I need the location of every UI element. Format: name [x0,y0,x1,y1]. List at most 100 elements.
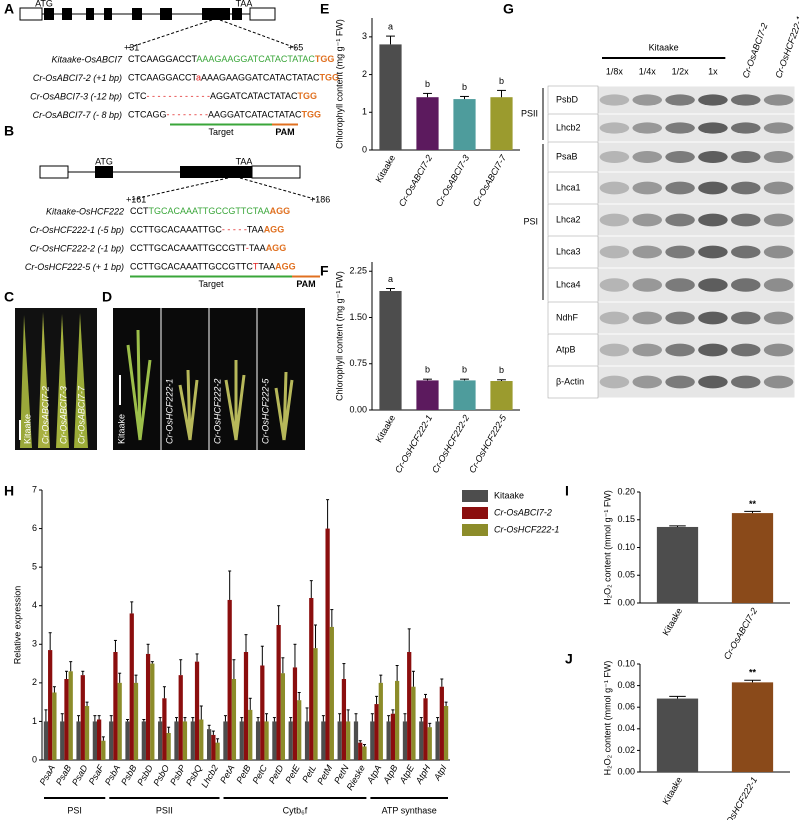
blot-band [698,278,728,292]
bar [313,648,318,760]
bar [117,682,122,760]
bar [304,721,310,760]
bar [248,709,253,760]
bar [453,99,476,150]
blot-band [632,94,663,106]
x-tick-label: Kitaake [374,153,398,184]
protein-label: β-Actin [556,376,584,386]
x-tick-label: Cr-OsHCF222-5 [467,412,509,474]
lane-label: 1x [708,66,718,76]
sequence-segment: AAAGAAGGATCATACTATAC [196,54,315,64]
bar [416,380,439,410]
blot-band [599,245,630,259]
blot-band [698,375,728,389]
lane-label: 1/4x [639,66,657,76]
y-tick-label: 2.25 [349,266,367,276]
y-tick-label: 2 [32,677,37,687]
bar [280,673,286,760]
x-tick-label: PetA [218,763,236,785]
sequence-segment: AGGATCATACTATAC [210,91,298,101]
x-tick-label: Cr-OsHCF222-1 [393,413,434,475]
blot-band [632,278,663,292]
y-tick-label: 0 [362,144,367,154]
x-tick-label: PsaA [38,763,57,787]
blot-band [632,245,663,259]
plant-label: Cr-OsHCF222-1 [164,379,174,444]
group-label: PSII [521,108,538,118]
blot-band [763,181,794,195]
blot-band [730,151,761,163]
blot-band [632,311,663,325]
blot-band [665,245,695,259]
blot-band [730,245,761,259]
blot-band [665,311,695,325]
bar [125,721,130,760]
bar [239,721,244,760]
sequence-segment: TGG [297,91,317,101]
y-tick-label: 7 [32,484,37,494]
bar [76,721,81,760]
bar [92,721,97,760]
y-tick-label: 3 [362,31,367,41]
sequence-segment: AGG [270,206,291,216]
sequence: CCTTGCACAAATTGC- - - - -TAAAGG [130,225,284,235]
sample-label: Cr-OsHCF222-2 (-1 bp) [30,243,124,253]
blot-band [632,343,663,357]
bar [443,706,449,760]
bar [353,721,359,760]
bar [321,721,326,760]
sequence-segment: TGG [302,110,322,120]
bar [435,721,440,760]
sequence-segment: TAA [249,243,266,253]
y-axis-label: Chlorophyll content (mg g⁻¹ FW) [334,19,344,149]
sequence: CTC- - - - - - - - - - - -AGGATCATACTATA… [128,91,317,101]
blot-band [665,122,695,134]
legend-label: Cr-OsABCI7-2 [494,507,552,517]
protein-label: PsbD [556,94,579,104]
bar [150,663,155,760]
blot-label-box [547,85,599,115]
blot-band [599,94,630,106]
blot-label-box [547,171,599,205]
bar [145,653,151,760]
sample-label: Kitaake-OsHCF222 [46,206,124,216]
leaf-photo [15,308,97,450]
y-tick-label: 0.75 [349,358,367,368]
leaf-label: Kitaake [22,414,32,444]
sequence-segment: TAA [247,225,264,235]
lane-label: 1/8x [606,66,624,76]
group-label: Cytb₆f [283,805,308,815]
y-tick-label: 1.50 [349,312,367,322]
bar [227,599,232,760]
y-tick-label: 0.20 [617,486,635,496]
blot-label-box [547,113,599,143]
x-tick-label: PetD [267,763,286,786]
panel-letter: E [320,1,329,17]
group-label: ATP synthase [382,805,437,815]
blot-band [665,181,695,195]
bar [453,380,476,410]
x-tick-label: Lhcb2 [199,763,220,789]
blot-band [730,122,761,134]
plant-label: Cr-OsHCF222-2 [212,379,222,444]
x-tick-label: Cr-OsABCI7-3 [434,153,472,208]
sequence-segment: CCTTGCACAAATTGC [130,225,222,235]
significance-mark: ** [749,499,757,509]
group-label: PSI [67,805,82,815]
y-tick-label: 0.15 [617,514,635,524]
x-tick-label: AtpB [381,763,400,786]
sequence-segment: - - - - - - - - - - - - [147,91,210,101]
target-label: Target [198,279,224,289]
panel-letter: C [4,289,14,305]
blot-band [730,311,761,325]
sample-label: Cr-OsHCF222-5 (+ 1 bp) [25,262,124,272]
blot-band [730,278,761,292]
sequence-segment: CTCAGG [128,110,167,120]
bar [174,721,179,760]
bar [101,740,106,760]
bar [362,746,367,760]
bar [141,721,146,760]
bar [402,721,408,760]
blot-band [632,122,663,134]
bar [64,679,69,760]
